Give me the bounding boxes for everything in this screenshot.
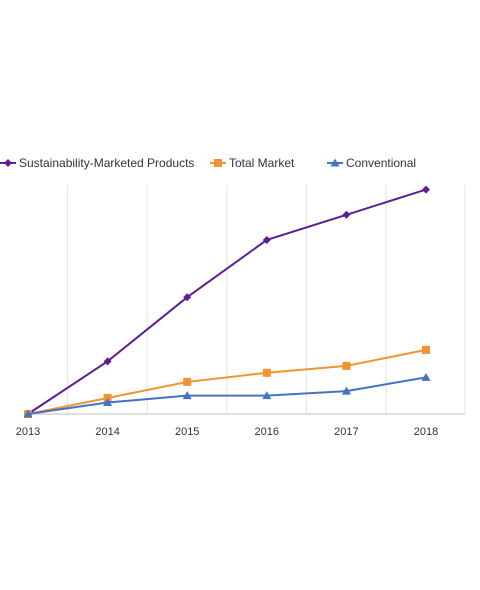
data-point-2-2014: [103, 398, 113, 407]
x-tick-label-2016: 2016: [255, 426, 279, 438]
legend-label-2: Conventional: [346, 156, 416, 170]
x-tick-label-2013: 2013: [16, 426, 40, 438]
data-point-1-2017: [342, 361, 351, 370]
data-point-1-2018: [422, 345, 430, 354]
legend: Sustainability-Marketed Products Total Ma…: [0, 156, 416, 170]
series-layer: [23, 185, 431, 418]
legend-item-2: Conventional: [327, 156, 416, 170]
data-point-0-2016: [262, 235, 271, 244]
legend-marker-0: [4, 159, 12, 167]
series-line-0: [27, 188, 427, 415]
data-point-2-2017: [341, 386, 351, 395]
x-tick-label-2015: 2015: [175, 426, 199, 438]
legend-label-0: Sustainability-Marketed Products: [19, 156, 194, 170]
legend-item-1: Total Market: [210, 156, 295, 170]
x-tick-label-2014: 2014: [95, 426, 119, 438]
series-line-1: [27, 348, 427, 415]
series-2: [23, 372, 431, 418]
data-point-0-2015: [183, 293, 192, 302]
legend-marker-2: [330, 158, 340, 167]
x-tick-label-2017: 2017: [334, 426, 358, 438]
data-point-0-2014: [103, 357, 112, 366]
data-point-1-2016: [262, 368, 271, 377]
data-point-2-2013: [23, 409, 33, 418]
x-tick-labels: 2013 2014 2015 2016 2017 2018: [16, 426, 438, 438]
legend-label-1: Total Market: [229, 156, 295, 170]
data-point-1-2015: [183, 377, 192, 386]
data-point-2-2016: [262, 391, 272, 400]
legend-item-0: Sustainability-Marketed Products: [0, 156, 194, 170]
x-tick-label-2018: 2018: [414, 426, 438, 438]
data-point-0-2018: [422, 185, 430, 194]
series-line-2: [27, 376, 427, 415]
data-point-2-2018: [421, 372, 431, 381]
data-point-1-2014: [103, 393, 112, 402]
data-point-0-2017: [342, 210, 351, 219]
gridlines: [67, 185, 466, 414]
legend-marker-1: [214, 159, 222, 167]
data-point-2-2015: [182, 391, 192, 400]
